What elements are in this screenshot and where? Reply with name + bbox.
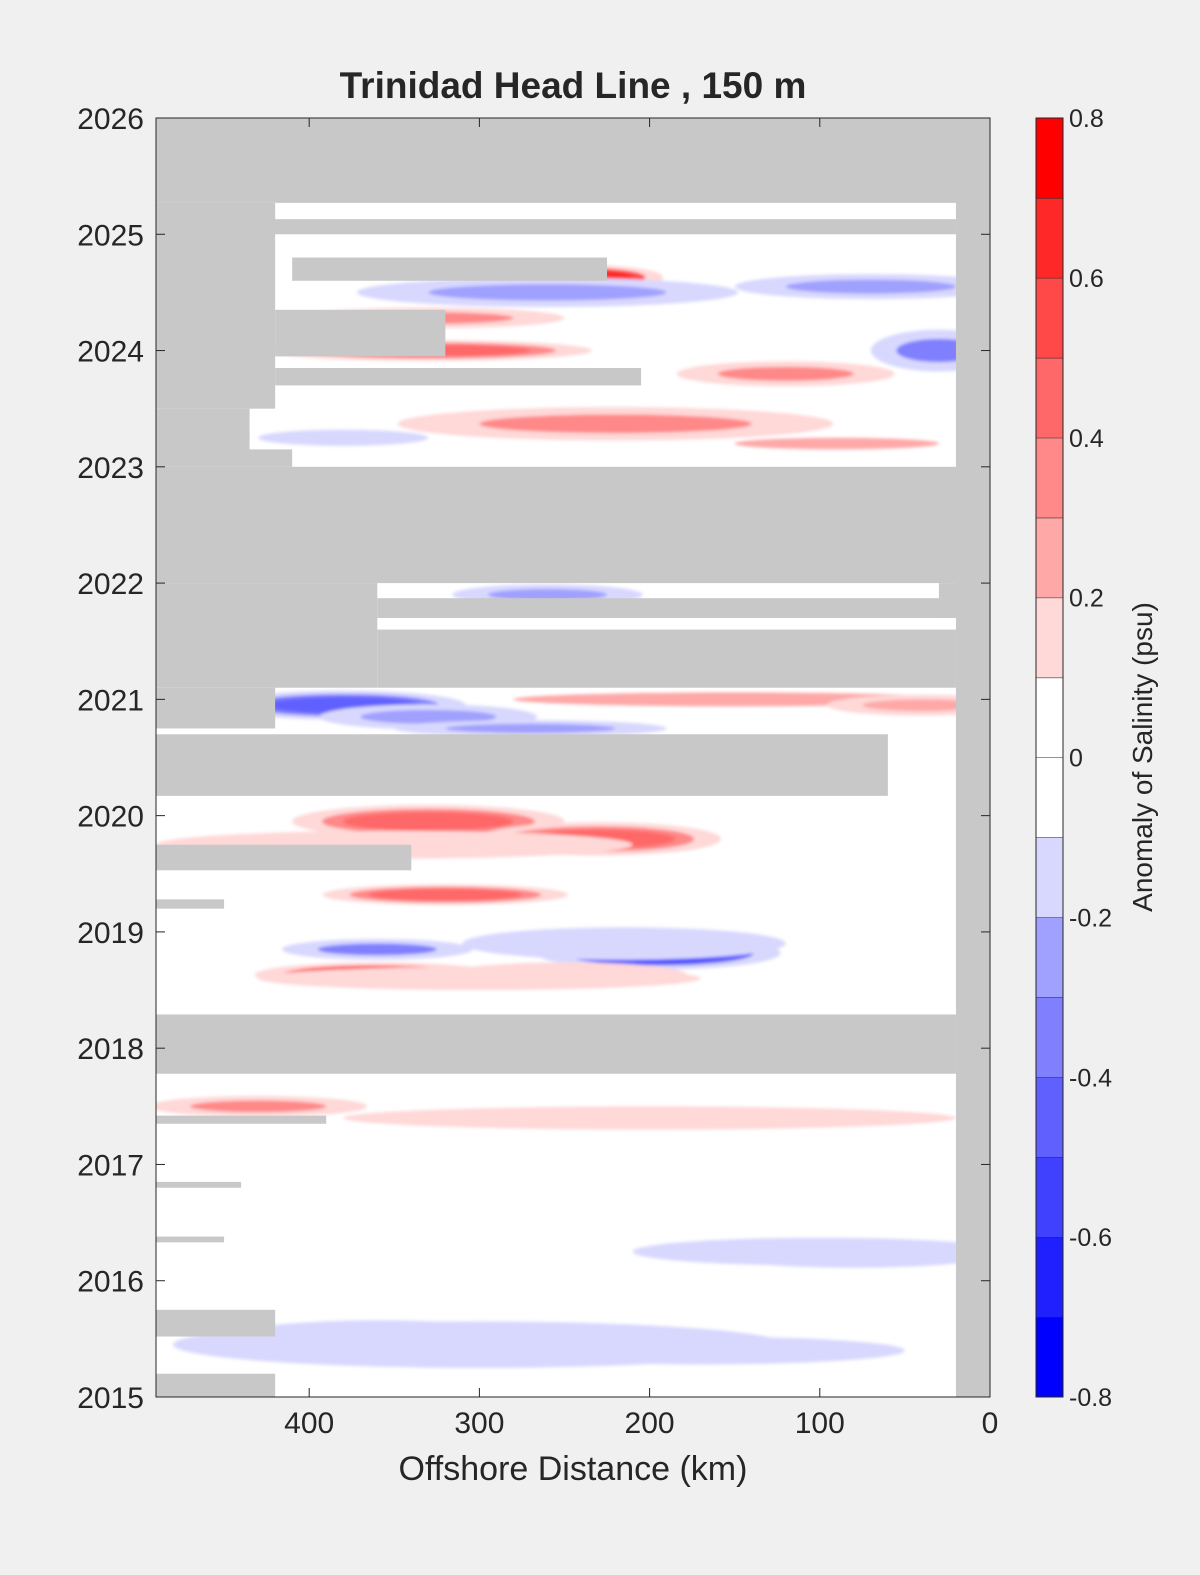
y-tick-label: 2018: [77, 1033, 144, 1066]
no-data-region: [156, 449, 293, 467]
colorbar-frame: [1035, 117, 1064, 1398]
no-data-layer: [156, 118, 990, 1397]
colorbar-level: [1036, 757, 1063, 838]
y-tick-label: 2026: [77, 103, 144, 136]
no-data-region: [292, 257, 608, 281]
y-tick-label: 2020: [77, 801, 144, 834]
anomaly-feature: [862, 699, 982, 711]
y-tick-label: 2023: [77, 452, 144, 485]
colorbar-level: [1036, 197, 1063, 278]
x-axis-label: Offshore Distance (km): [399, 1450, 748, 1488]
anomaly-feature: [190, 1100, 327, 1113]
colorbar-level: [1036, 1317, 1063, 1397]
y-tick-label: 2022: [77, 568, 144, 601]
colorbar-level: [1036, 118, 1063, 198]
no-data-region: [156, 1115, 327, 1124]
anomaly-feature: [734, 437, 939, 450]
colorbar-tick-label: -0.4: [1069, 1064, 1112, 1092]
no-data-region: [156, 202, 276, 409]
colorbar-tick-label: 0.4: [1069, 425, 1104, 453]
anomaly-feature: [462, 927, 786, 960]
anomaly-feature: [632, 1237, 990, 1266]
no-data-region: [156, 899, 225, 909]
colorbar-level: [1036, 597, 1063, 678]
y-tick-label: 2015: [77, 1382, 144, 1415]
no-data-region: [156, 844, 412, 871]
colorbar-label: Anomaly of Salinity (psu): [1127, 602, 1158, 912]
no-data-region: [156, 408, 250, 456]
anomaly-feature: [785, 279, 956, 294]
no-data-region: [156, 1014, 956, 1074]
colorbar-level: [1036, 837, 1063, 918]
colorbar: -0.8 -0.6 -0.4 -0.2 0 0.2 0.4 0.6 0.8: [1035, 105, 1112, 1412]
x-tick-label: 400: [284, 1407, 334, 1440]
y-tick-label: 2016: [77, 1266, 144, 1299]
y-tick-label: 2024: [77, 336, 144, 369]
no-data-region: [156, 466, 990, 584]
no-data-region: [275, 309, 446, 357]
colorbar-level: [1036, 357, 1063, 438]
colorbar-level: [1036, 517, 1063, 598]
y-tick-label: 2025: [77, 219, 144, 252]
no-data-region: [275, 367, 642, 386]
x-tick-label: 200: [625, 1407, 675, 1440]
anomaly-feature: [317, 943, 437, 956]
no-data-region: [156, 1181, 242, 1188]
anomaly-feature: [479, 414, 752, 434]
no-data-region: [156, 118, 990, 203]
colorbar-tick-label: 0.8: [1069, 105, 1104, 133]
y-tick-label: 2021: [77, 684, 144, 717]
no-data-region: [156, 1309, 276, 1337]
x-tick-label: 100: [795, 1407, 845, 1440]
no-data-region: [156, 1236, 225, 1243]
anomaly-feature: [258, 429, 429, 446]
colorbar-tick-label: 0: [1069, 745, 1083, 773]
colorbar-level: [1036, 277, 1063, 358]
anomaly-feature: [496, 1336, 905, 1365]
chart-title: Trinidad Head Line , 150 m: [340, 65, 807, 106]
no-data-region: [377, 598, 956, 618]
anomaly-feature: [360, 709, 497, 724]
colorbar-level: [1036, 677, 1063, 758]
no-data-region: [156, 734, 888, 796]
colorbar-level: [1036, 1237, 1063, 1318]
plot-area: [156, 118, 990, 1397]
plot-frame: [155, 117, 991, 1398]
no-data-region: [156, 219, 956, 235]
anomaly-feature: [717, 366, 854, 381]
anomaly-feature: [428, 284, 667, 301]
colorbar-tick-label: -0.6: [1069, 1224, 1112, 1252]
colorbar-tick-label: 0.6: [1069, 265, 1104, 293]
no-data-region: [156, 687, 276, 729]
no-data-region: [156, 1373, 276, 1397]
x-tick-label: 0: [982, 1407, 999, 1440]
anomaly-feature: [487, 588, 608, 601]
anomaly-feature: [258, 966, 701, 991]
y-axis: 2015 2016 2017 2018 2019 2020 2021 2022 2023 2024…: [77, 103, 990, 1415]
colorbar-tick-label: 0.2: [1069, 585, 1104, 613]
y-tick-label: 2017: [77, 1149, 144, 1182]
colorbar-tick-label: -0.2: [1069, 904, 1112, 932]
colorbar-level: [1036, 917, 1063, 998]
colorbar-level: [1036, 1157, 1063, 1238]
anomaly-feature: [343, 812, 514, 831]
no-data-region: [955, 118, 990, 1397]
anomaly-feature: [343, 1106, 956, 1130]
anomaly-feature: [368, 888, 522, 901]
x-axis: 400 300 200 100 0: [284, 118, 998, 1440]
anomaly-feature: [445, 723, 616, 734]
no-data-region: [377, 629, 956, 688]
colorbar-tick-label: -0.8: [1069, 1384, 1112, 1412]
colorbar-level: [1036, 997, 1063, 1078]
colorbar-level: [1036, 1077, 1063, 1158]
x-tick-label: 300: [454, 1407, 504, 1440]
colorbar-level: [1036, 437, 1063, 518]
y-tick-label: 2019: [77, 917, 144, 950]
no-data-region: [156, 583, 378, 688]
